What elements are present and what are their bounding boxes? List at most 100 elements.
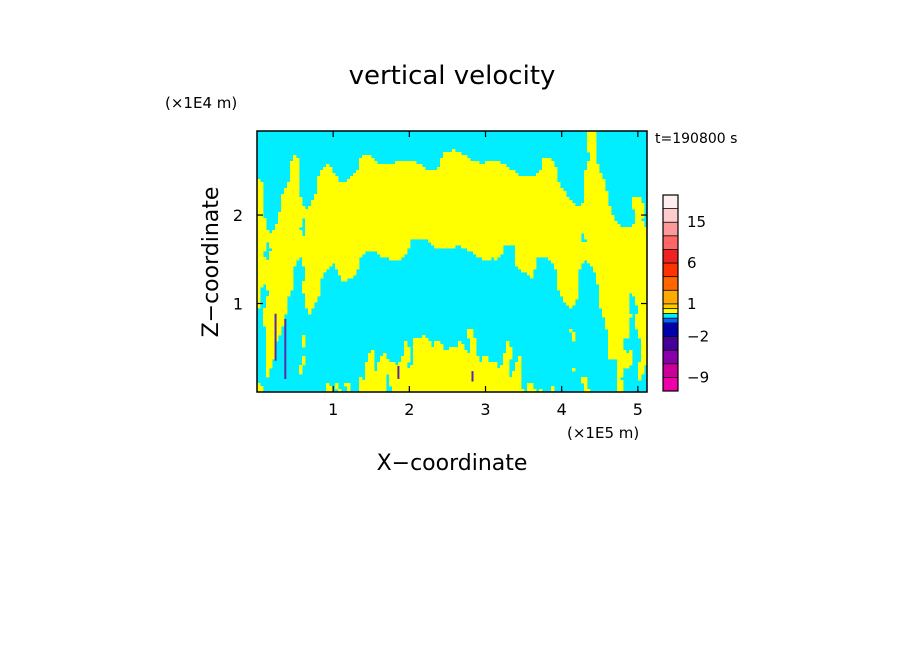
positive-cell — [476, 197, 480, 201]
positive-cell — [623, 335, 627, 339]
positive-cell — [575, 275, 579, 279]
positive-cell — [293, 212, 297, 216]
positive-cell — [641, 227, 645, 231]
positive-cell — [266, 371, 270, 375]
positive-cell — [413, 374, 417, 378]
positive-cell — [437, 191, 441, 195]
positive-cell — [290, 260, 294, 264]
positive-cell — [620, 254, 624, 258]
positive-cell — [590, 257, 594, 261]
positive-cell — [509, 188, 513, 192]
positive-cell — [467, 248, 471, 252]
positive-cell — [515, 173, 519, 177]
positive-cell — [266, 368, 270, 372]
positive-cell — [470, 362, 474, 366]
positive-cell — [461, 197, 465, 201]
positive-cell — [617, 308, 621, 312]
positive-cell — [461, 245, 465, 249]
positive-cell — [575, 215, 579, 219]
positive-cell — [491, 194, 495, 198]
positive-cell — [314, 221, 318, 225]
positive-cell — [626, 296, 630, 300]
positive-cell — [356, 176, 360, 180]
positive-cell — [602, 248, 606, 252]
positive-cell — [419, 353, 423, 357]
positive-cell — [560, 242, 564, 246]
positive-cell — [614, 344, 618, 348]
positive-cell — [614, 221, 618, 225]
positive-cell — [260, 239, 264, 243]
positive-cell — [605, 197, 609, 201]
positive-cell — [392, 197, 396, 201]
positive-cell — [509, 380, 513, 384]
positive-cell — [575, 263, 579, 267]
positive-cell — [563, 212, 567, 216]
positive-cell — [389, 257, 393, 261]
positive-cell — [452, 167, 456, 171]
positive-cell — [428, 356, 432, 360]
positive-cell — [614, 326, 618, 330]
positive-cell — [323, 194, 327, 198]
positive-cell — [533, 206, 537, 210]
positive-cell — [578, 221, 582, 225]
positive-cell — [533, 257, 537, 261]
positive-cell — [572, 335, 576, 339]
positive-cell — [611, 347, 615, 351]
positive-cell — [527, 233, 531, 237]
positive-cell — [536, 230, 540, 234]
positive-cell — [644, 254, 647, 258]
positive-cell — [266, 317, 270, 321]
positive-cell — [398, 182, 402, 186]
positive-cell — [281, 203, 285, 207]
positive-cell — [281, 257, 285, 261]
positive-cell — [515, 182, 519, 186]
positive-cell — [566, 278, 570, 282]
positive-cell — [425, 173, 429, 177]
positive-cell — [359, 245, 363, 249]
positive-cell — [551, 176, 555, 180]
positive-cell — [392, 362, 396, 366]
positive-cell — [266, 296, 270, 300]
positive-cell — [482, 374, 486, 378]
positive-cell — [257, 218, 261, 222]
positive-cell — [404, 176, 408, 180]
positive-cell — [320, 245, 324, 249]
positive-cell — [626, 320, 630, 324]
positive-cell — [506, 167, 510, 171]
positive-cell — [416, 212, 420, 216]
positive-cell — [374, 215, 378, 219]
positive-cell — [305, 254, 309, 258]
positive-cell — [368, 203, 372, 207]
positive-cell — [407, 194, 411, 198]
positive-cell — [455, 377, 459, 381]
positive-cell — [626, 314, 630, 318]
positive-cell — [572, 272, 576, 276]
positive-cell — [320, 269, 324, 273]
positive-cell — [545, 236, 549, 240]
positive-cell — [434, 203, 438, 207]
positive-cell — [401, 191, 405, 195]
positive-cell — [404, 188, 408, 192]
positive-cell — [476, 173, 480, 177]
positive-cell — [290, 227, 294, 231]
positive-cell — [383, 368, 387, 372]
positive-cell — [491, 365, 495, 369]
positive-cell — [611, 317, 615, 321]
positive-cell — [287, 248, 291, 252]
positive-cell — [302, 284, 306, 288]
positive-cell — [458, 164, 462, 168]
positive-cell — [518, 239, 522, 243]
positive-cell — [581, 206, 585, 210]
positive-cell — [305, 257, 309, 261]
positive-cell — [476, 200, 480, 204]
positive-cell — [482, 200, 486, 204]
positive-cell — [290, 284, 294, 288]
positive-cell — [440, 353, 444, 357]
positive-cell — [590, 248, 594, 252]
positive-cell — [332, 209, 336, 213]
positive-cell — [596, 257, 600, 261]
positive-cell — [389, 215, 393, 219]
positive-cell — [593, 146, 597, 150]
positive-cell — [461, 365, 465, 369]
positive-cell — [548, 233, 552, 237]
